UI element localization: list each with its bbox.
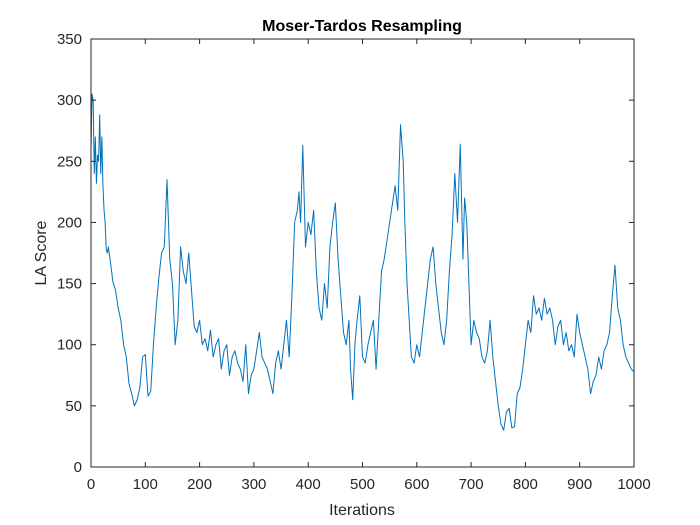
x-axis-label: Iterations — [329, 502, 395, 519]
x-tick-label: 500 — [350, 476, 375, 493]
y-tick-label: 0 — [74, 459, 82, 476]
x-tick-label: 800 — [513, 476, 538, 493]
x-axis: 0 100 200 300 400 500 600 700 800 900 1000 — [87, 39, 651, 493]
x-tick-label: 0 — [87, 476, 95, 493]
x-tick-label: 200 — [187, 476, 212, 493]
y-tick-label: 250 — [57, 153, 82, 170]
y-axis: 0 50 100 150 200 250 300 350 — [57, 31, 634, 476]
x-tick-label: 900 — [567, 476, 592, 493]
chart-title: Moser-Tardos Resampling — [262, 18, 462, 35]
y-tick-label: 350 — [57, 31, 82, 48]
x-tick-label: 1000 — [617, 476, 650, 493]
x-tick-label: 300 — [241, 476, 266, 493]
plot-background — [91, 39, 634, 467]
x-tick-label: 700 — [459, 476, 484, 493]
x-tick-label: 600 — [404, 476, 429, 493]
plot-area — [90, 38, 635, 468]
y-tick-label: 100 — [57, 337, 82, 354]
y-tick-label: 200 — [57, 214, 82, 231]
x-tick-label: 400 — [296, 476, 321, 493]
y-tick-label: 300 — [57, 92, 82, 109]
x-tick-label: 100 — [133, 476, 158, 493]
series-line-0 — [90, 93, 635, 431]
y-tick-label: 50 — [65, 398, 82, 415]
y-axis-label: LA Score — [33, 220, 50, 285]
y-tick-label: 150 — [57, 276, 82, 293]
